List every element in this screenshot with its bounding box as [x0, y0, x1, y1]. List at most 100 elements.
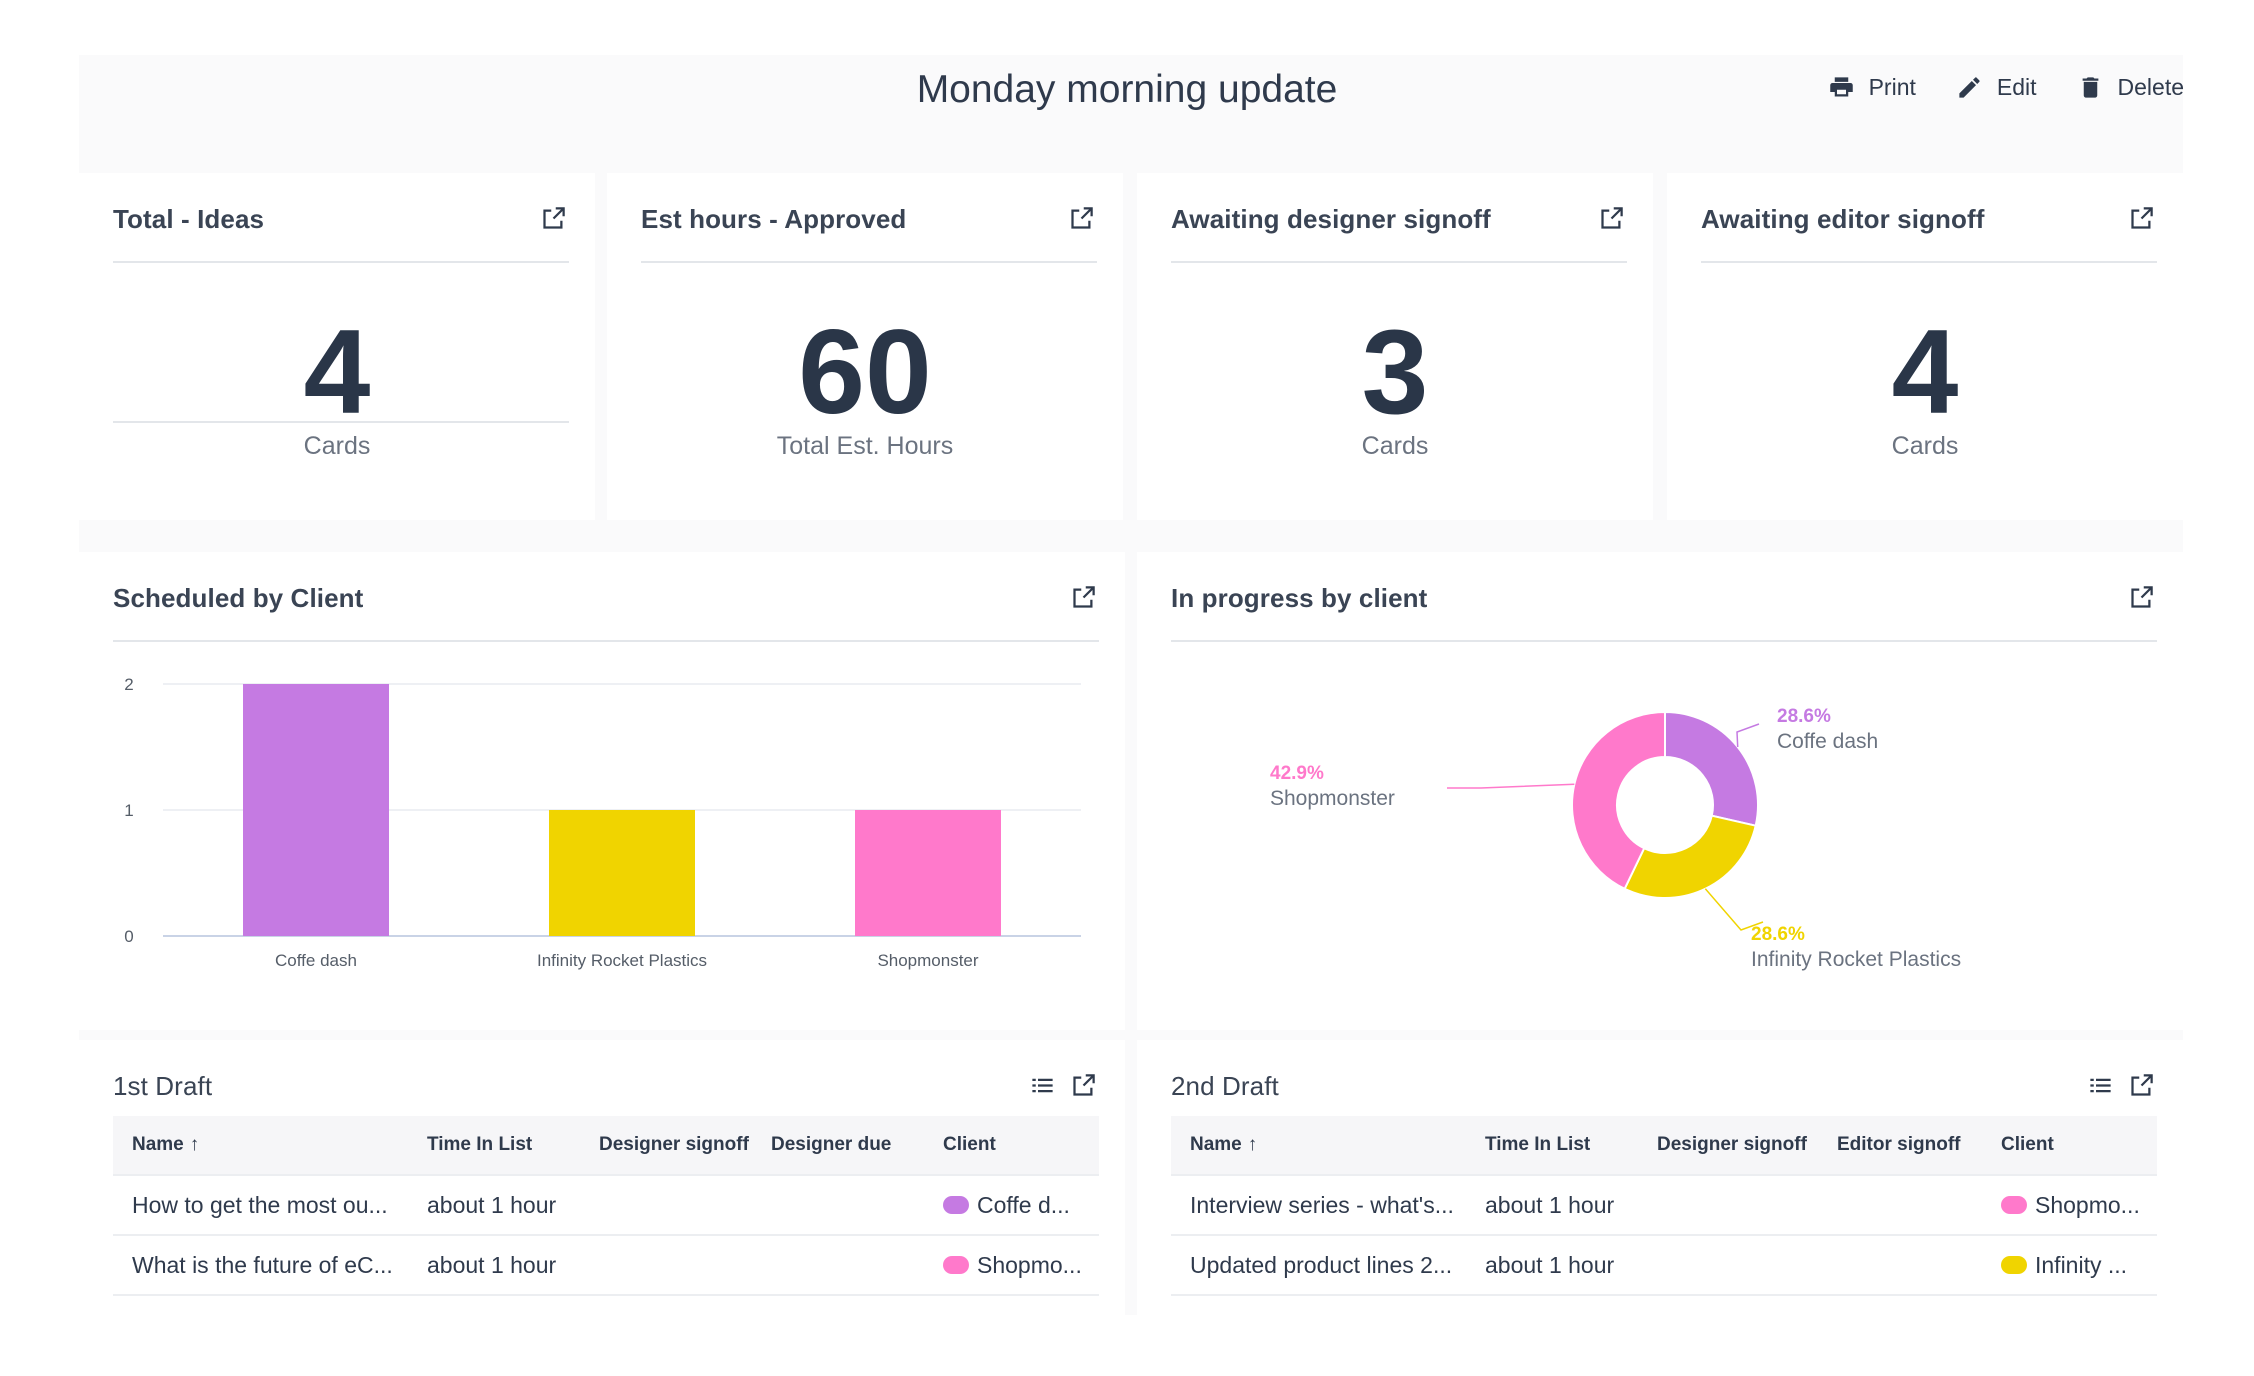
kpi-total-ideas: Total - Ideas 4 Cards: [79, 173, 595, 520]
slice-name-label: Shopmonster: [1270, 787, 1395, 810]
kpi-card-total-ideas: [79, 173, 595, 520]
kpi-header: Awaiting editor signoff: [1701, 132, 2157, 263]
column-header-designer-signoff[interactable]: Designer signoff: [1657, 1134, 1807, 1155]
trash-icon: [2082, 77, 2098, 98]
list-icon[interactable]: [2087, 1072, 2114, 1099]
cell-time: about 1 hour: [427, 1192, 557, 1218]
open-external-icon[interactable]: [1070, 1072, 1097, 1099]
cell-client: Coffe d...: [943, 1176, 1070, 1234]
donut-slice: [1623, 814, 1757, 899]
open-external-icon[interactable]: [1070, 584, 1097, 611]
x-tick-label: Infinity Rocket Plastics: [537, 951, 707, 970]
label-leader-line: [1447, 783, 1575, 789]
kpi-tools: [540, 205, 567, 232]
print-label: Print: [1868, 74, 1916, 100]
table-row[interactable]: How to get the most ou... about 1 hour C…: [113, 1176, 1099, 1236]
cell-time: about 1 hour: [1485, 1252, 1615, 1278]
kpi-header: Awaiting designer signoff: [1171, 132, 1627, 263]
sort-ascending-icon: ↑: [1247, 1134, 1258, 1155]
table-row[interactable]: What is the future of eC... about 1 hour…: [113, 1236, 1099, 1296]
bar-chart-title: Scheduled by Client: [113, 583, 364, 613]
column-header-client[interactable]: Client: [943, 1134, 996, 1155]
kpi-tools: [1068, 205, 1095, 232]
column-header-editor-signoff[interactable]: Editor signoff: [1837, 1134, 1961, 1155]
kpi-tools: [2128, 205, 2155, 232]
table-header-bar: 2nd Draft: [1171, 999, 2157, 1130]
donut-slice: [1571, 710, 1666, 891]
open-external-icon[interactable]: [540, 205, 567, 232]
bar-chart: 0 1 2 Coffe dash Infinity Rocket Plastics Sho…: [124, 675, 1081, 970]
table-header-bar: 1st Draft: [113, 999, 1099, 1130]
pie-chart-panel: In progress by client 28.6% Coffe dash 28.…: [1137, 552, 2183, 1030]
x-tick-label: Shopmonster: [877, 951, 978, 970]
table-title: 1st Draft: [113, 1071, 213, 1101]
pencil-icon: [1959, 77, 1980, 98]
kpi-est-hours: Est hours - Approved 60 Total Est. Hours: [607, 173, 1123, 520]
open-external-icon[interactable]: [2128, 1072, 2155, 1099]
kpi-title: Total - Ideas: [113, 204, 265, 234]
kpi-value: 3: [1361, 305, 1429, 439]
column-header-client[interactable]: Client: [2001, 1134, 2054, 1155]
cell-name: Interview series - what's...: [1190, 1192, 1454, 1218]
column-header-designer-signoff[interactable]: Designer signoff: [599, 1134, 749, 1155]
sort-ascending-icon: ↑: [189, 1134, 200, 1155]
table-column-headers: Name ↑ Time In List Designer signoff Desi…: [113, 1116, 1099, 1176]
table-column-headers: Name ↑ Time In List Designer signoff Edit…: [1171, 1116, 2157, 1176]
open-external-icon[interactable]: [1598, 205, 1625, 232]
kpi-value: 4: [303, 305, 371, 439]
kpi-editor-signoff: Awaiting editor signoff 4 Cards: [1667, 173, 2183, 520]
cell-name: What is the future of eC...: [132, 1252, 393, 1278]
kpi-title: Awaiting designer signoff: [1171, 204, 1491, 234]
client-color-dot: [943, 1255, 969, 1274]
edit-label: Edit: [1996, 74, 2037, 100]
print-button[interactable]: Print: [1828, 74, 1916, 101]
cell-time: about 1 hour: [427, 1252, 557, 1278]
x-tick-label: Coffe dash: [275, 951, 357, 970]
pie-chart-tools: [2128, 584, 2155, 611]
table-title: 2nd Draft: [1171, 1071, 1279, 1101]
kpi-label: Cards: [1891, 432, 1959, 460]
open-external-icon[interactable]: [2128, 205, 2155, 232]
column-header-time[interactable]: Time In List: [427, 1134, 533, 1155]
open-external-icon[interactable]: [1068, 205, 1095, 232]
edit-button[interactable]: Edit: [1956, 74, 2037, 101]
column-header-name[interactable]: Name ↑: [1190, 1134, 1258, 1155]
pie-chart-header: In progress by client: [1171, 511, 2157, 642]
cell-time: about 1 hour: [1485, 1192, 1615, 1218]
cell-client: Infinity ...: [2001, 1236, 2127, 1294]
slice-percent-label: 42.9%: [1270, 763, 1324, 784]
delete-button[interactable]: Delete: [2077, 74, 2184, 101]
column-header-time[interactable]: Time In List: [1485, 1134, 1591, 1155]
delete-label: Delete: [2117, 74, 2184, 100]
slice-name-label: Coffe dash: [1777, 730, 1878, 753]
table-row[interactable]: Interview series - what's... about 1 hou…: [1171, 1176, 2157, 1236]
donut-slice: [1664, 710, 1759, 827]
kpi-value: 4: [1891, 305, 1959, 439]
kpi-label: Cards: [1361, 432, 1429, 460]
kpi-title: Awaiting editor signoff: [1701, 204, 1985, 234]
bar-chart-header: Scheduled by Client: [113, 511, 1099, 642]
table-panel-1st-draft: 1st Draft Name ↑ Time In List Designer si…: [79, 1040, 1125, 1315]
list-icon[interactable]: [1029, 1072, 1056, 1099]
column-header-name[interactable]: Name ↑: [132, 1134, 200, 1155]
bar: [549, 810, 695, 936]
column-header-designer-due[interactable]: Designer due: [771, 1134, 892, 1155]
y-tick-label: 1: [124, 801, 133, 820]
y-tick-label: 0: [124, 927, 133, 946]
cell-client: Shopmo...: [943, 1236, 1082, 1294]
client-color-dot: [943, 1195, 969, 1214]
slice-percent-label: 28.6%: [1777, 706, 1831, 727]
open-external-icon[interactable]: [2128, 584, 2155, 611]
bar-chart-tools: [1070, 584, 1097, 611]
table-tools: [1029, 1072, 1097, 1099]
cell-name: How to get the most ou...: [132, 1192, 388, 1218]
kpi-label: Total Est. Hours: [776, 432, 954, 460]
label-leader-line: [1736, 723, 1760, 748]
table-panel-2nd-draft: 2nd Draft Name ↑ Time In List Designer si…: [1137, 1040, 2183, 1315]
table-tools: [2087, 1072, 2155, 1099]
kpi-tools: [1598, 205, 1625, 232]
bar: [243, 684, 389, 936]
slice-percent-label: 28.6%: [1751, 924, 1805, 945]
table-row[interactable]: Updated product lines 2... about 1 hour …: [1171, 1236, 2157, 1296]
donut-chart: 28.6% Coffe dash 28.6% Infinity Rocket Plas…: [1270, 706, 1961, 971]
